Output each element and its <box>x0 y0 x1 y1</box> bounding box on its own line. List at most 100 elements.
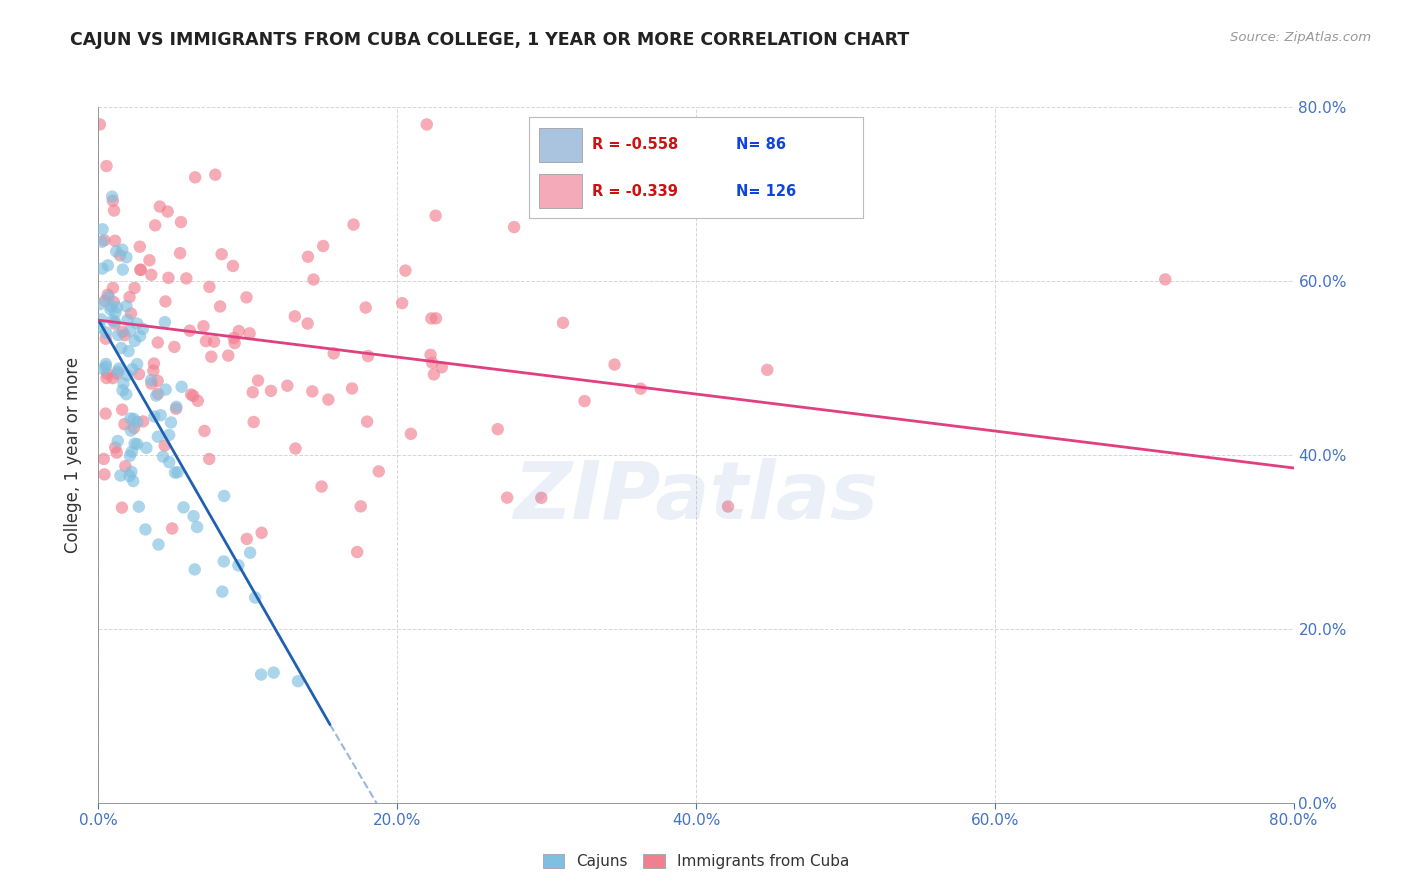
Point <box>129 262 152 277</box>
Point <box>322 346 344 360</box>
Point <box>91 222 114 236</box>
Point <box>120 424 142 438</box>
Point <box>235 290 257 304</box>
Point <box>211 247 233 261</box>
Point <box>91 261 114 276</box>
Point <box>209 300 232 314</box>
Point <box>242 415 264 429</box>
Point <box>340 381 363 395</box>
Point <box>173 500 195 515</box>
Point <box>117 313 139 327</box>
Point <box>97 290 120 304</box>
Point <box>211 584 233 599</box>
Point <box>94 293 117 308</box>
Point <box>117 344 139 359</box>
Point <box>141 376 163 391</box>
Point <box>260 384 283 398</box>
Point <box>141 268 163 282</box>
Point <box>143 357 166 371</box>
Point <box>180 387 202 401</box>
Point <box>115 368 138 383</box>
Point <box>108 361 131 376</box>
Point <box>132 414 155 428</box>
Point <box>176 271 198 285</box>
Point <box>239 546 262 560</box>
Point <box>425 209 447 223</box>
Point <box>212 489 235 503</box>
Point <box>143 219 166 233</box>
Point <box>430 360 453 375</box>
Point <box>222 331 245 345</box>
Point <box>630 382 652 396</box>
Point <box>486 422 509 436</box>
Point <box>108 248 131 262</box>
Point <box>156 204 179 219</box>
Point <box>284 310 307 324</box>
Point <box>165 400 187 414</box>
Point <box>111 384 134 398</box>
Point <box>301 384 323 399</box>
Point <box>312 239 335 253</box>
Point <box>110 341 132 355</box>
Point <box>160 521 183 535</box>
Y-axis label: College, 1 year or more: College, 1 year or more <box>65 357 83 553</box>
Point <box>356 415 378 429</box>
Point <box>115 299 138 313</box>
Point <box>89 320 111 334</box>
Point <box>94 359 117 374</box>
Point <box>200 350 222 364</box>
Point <box>284 442 307 456</box>
Point <box>153 439 176 453</box>
Point <box>128 367 150 381</box>
Point <box>135 441 157 455</box>
Point <box>419 348 441 362</box>
Point <box>94 332 117 346</box>
Point <box>342 218 364 232</box>
Point <box>124 281 146 295</box>
Point <box>202 334 225 349</box>
Point <box>1154 272 1177 286</box>
Point <box>104 234 127 248</box>
Point <box>169 246 191 260</box>
Point <box>94 326 117 340</box>
Point <box>170 380 193 394</box>
Point <box>193 424 215 438</box>
Point <box>93 362 115 376</box>
Point <box>194 334 217 348</box>
Point <box>155 294 177 309</box>
Point <box>103 203 125 218</box>
Point <box>100 302 122 317</box>
Point <box>163 340 186 354</box>
Point <box>183 562 205 576</box>
Point <box>121 362 143 376</box>
Point <box>245 591 267 605</box>
Point <box>184 170 207 185</box>
Point <box>250 667 273 681</box>
Point <box>120 306 142 320</box>
Point <box>111 243 134 257</box>
Point <box>263 665 285 680</box>
Point <box>297 317 319 331</box>
Point <box>318 392 340 407</box>
Point <box>160 416 183 430</box>
Point <box>148 537 170 551</box>
Point <box>170 215 193 229</box>
Point <box>242 385 264 400</box>
Point <box>114 459 136 474</box>
Point <box>212 554 235 568</box>
Point <box>134 523 156 537</box>
Point <box>503 220 526 235</box>
Point <box>129 329 152 343</box>
Point <box>128 240 150 254</box>
Point <box>165 401 187 416</box>
Point <box>157 428 180 442</box>
Point <box>89 117 111 131</box>
Point <box>420 356 443 370</box>
Point <box>111 325 134 339</box>
Point <box>115 387 138 401</box>
Point <box>124 334 146 348</box>
Point <box>94 357 117 371</box>
Point <box>204 168 226 182</box>
Point <box>111 262 134 277</box>
Point <box>391 296 413 310</box>
